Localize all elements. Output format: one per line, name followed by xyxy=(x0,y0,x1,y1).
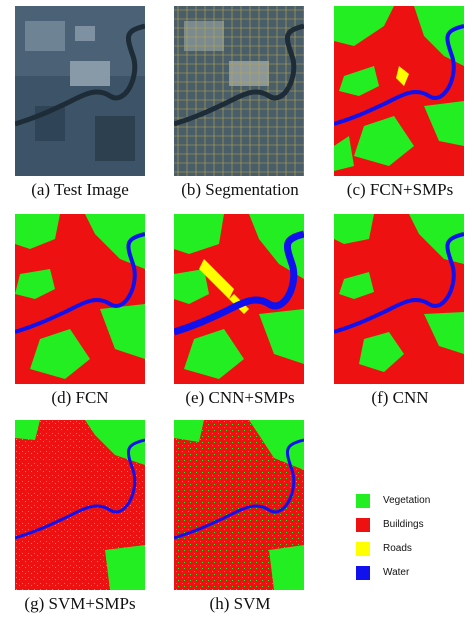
panel-g-svm-smps xyxy=(15,420,145,590)
panel-h-caption: (h) SVM xyxy=(209,594,271,613)
water-swatch xyxy=(356,566,370,580)
legend-label: Buildings xyxy=(383,519,424,530)
legend-item-roads: Roads xyxy=(356,542,466,558)
legend-item-buildings: Buildings xyxy=(356,518,466,534)
legend-label: Roads xyxy=(383,543,412,554)
panel-b-segmentation xyxy=(174,6,304,176)
buildings-swatch xyxy=(356,518,370,532)
legend-label: Water xyxy=(383,567,410,578)
panel-a-caption: (a) Test Image xyxy=(31,180,129,199)
legend-item-water: Water xyxy=(356,566,466,582)
panel-d-caption: (d) FCN xyxy=(51,388,109,407)
panel-f-caption: (f) CNN xyxy=(371,388,429,407)
panel-e-caption: (e) CNN+SMPs xyxy=(185,388,295,407)
legend-item-vegetation: Vegetation xyxy=(356,494,466,510)
panel-c-fcn-smps xyxy=(334,6,464,176)
panel-g-caption: (g) SVM+SMPs xyxy=(24,594,136,613)
panel-f-cnn xyxy=(334,214,464,384)
panel-d-fcn xyxy=(15,214,145,384)
legend: Vegetation Buildings Roads Water xyxy=(356,494,466,586)
panel-c-caption: (c) FCN+SMPs xyxy=(346,180,454,199)
panel-e-cnn-smps xyxy=(174,214,304,384)
panel-a-test-image xyxy=(15,6,145,176)
roads-swatch xyxy=(356,542,370,556)
panel-h-svm xyxy=(174,420,304,590)
panel-b-caption: (b) Segmentation xyxy=(181,180,299,199)
vegetation-swatch xyxy=(356,494,370,508)
legend-label: Vegetation xyxy=(383,495,431,506)
